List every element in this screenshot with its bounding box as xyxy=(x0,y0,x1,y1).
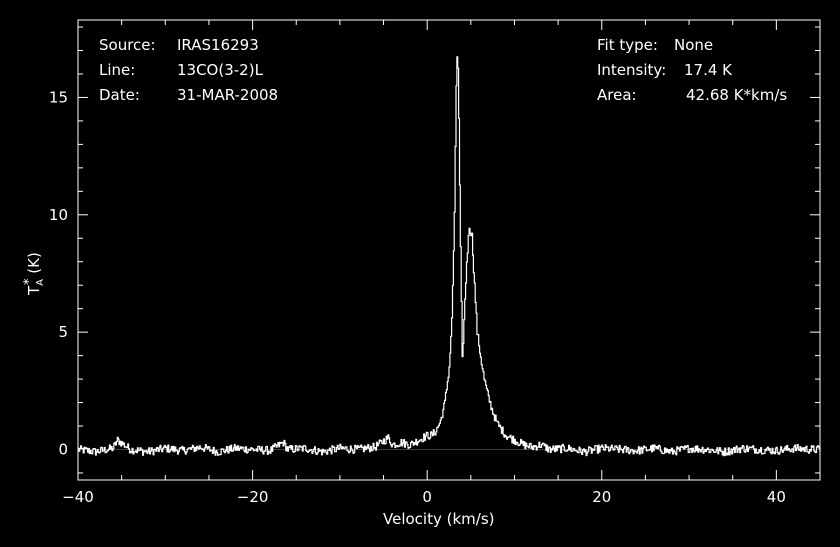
x-tick-label: 40 xyxy=(767,488,786,506)
y-axis-label-sup: * xyxy=(22,278,37,285)
date-value: 31-MAR-2008 xyxy=(177,86,279,104)
date-key: Date: xyxy=(99,86,140,104)
fit-type-key: Fit type: xyxy=(597,36,658,54)
y-axis-label-unit: (K) xyxy=(25,252,43,274)
y-tick-label: 10 xyxy=(49,206,68,224)
x-tick-label: 20 xyxy=(592,488,611,506)
intensity-key: Intensity: xyxy=(597,61,667,79)
plot-frame xyxy=(77,19,821,481)
source-key: Source: xyxy=(99,36,156,54)
x-axis-label: Velocity (km/s) xyxy=(383,510,495,528)
line-value: 13CO(3-2)L xyxy=(177,61,263,79)
y-axis-label-main: T xyxy=(25,285,43,295)
x-tick-label: 0 xyxy=(422,488,432,506)
line-key: Line: xyxy=(99,61,136,79)
y-tick-label: 0 xyxy=(58,440,68,458)
spectrum-line xyxy=(78,56,821,457)
source-value: IRAS16293 xyxy=(177,36,259,54)
area-key: Area: xyxy=(597,86,637,104)
intensity-value: 17.4 K xyxy=(684,61,733,79)
x-tick-label: −20 xyxy=(237,488,269,506)
y-tick-label: 15 xyxy=(49,88,68,106)
fit-type-value: None xyxy=(674,36,714,54)
y-tick-label: 5 xyxy=(58,323,68,341)
x-tick-label: −40 xyxy=(62,488,94,506)
y-axis-label: TA* (K) xyxy=(22,235,62,295)
area-value: 42.68 K*km/s xyxy=(686,86,788,104)
